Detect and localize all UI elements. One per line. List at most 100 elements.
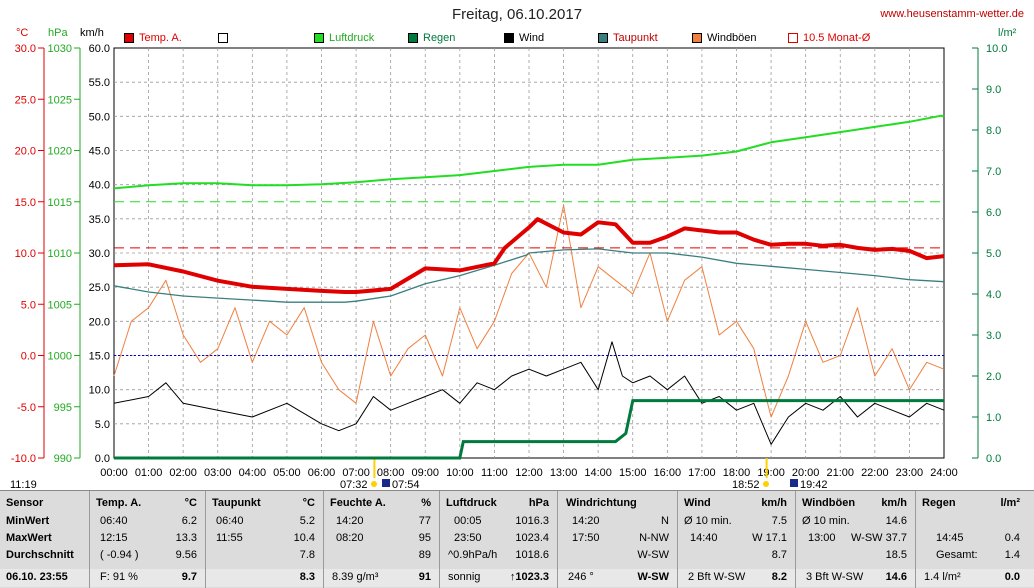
time-tick-label: 02:00 [169,467,197,479]
rain-tick-label: 9.0 [986,84,1001,96]
time-tick-label: 20:00 [792,467,820,479]
temp-unit: °C [16,27,29,39]
temp-humidity: F: 91 % [100,571,138,583]
site-link[interactable]: www.heusenstamm-wetter.de [880,8,1024,20]
pressure-tick-label: 990 [54,453,72,465]
pressure-tick-label: 1005 [48,299,72,311]
direction-max-value: N-NW [639,532,669,544]
temp-tick-label: 0.0 [21,351,36,363]
rain-total-value: 1.4 [1004,549,1020,561]
temp-tick-label: 20.0 [15,146,36,158]
wind-tick-label: 10.0 [89,385,110,397]
sun-icon [763,481,769,487]
wind-beaufort: 2 Bft W-SW [688,571,746,583]
row-avg-label: Durchschnitt [6,549,74,561]
dewpoint-min-value: 5.2 [299,515,315,527]
header-wind: Wind [684,497,711,509]
humidity-avg-value: 89 [418,549,431,561]
wind-tick-label: 60.0 [89,43,110,55]
header-temp-unit: °C [184,497,197,509]
sunrise-label: 07:32 [340,479,368,490]
left-time-label: 11:19 [10,479,37,490]
rain-current-value: 0.0 [1004,571,1020,583]
wind-avg-label: Ø 10 min. [684,515,732,527]
legend-temp: Temp. A. [124,31,182,45]
header-humidity: Feuchte A. [330,497,386,509]
gusts-avg-value: 18.5 [885,549,907,561]
pressure-min-value: 1016.3 [515,515,549,527]
pressure-tick-label: 1010 [48,248,72,260]
header-temp: Temp. A. [96,497,142,509]
time-tick-label: 21:00 [826,467,854,479]
temp-min-time: 06:40 [100,515,128,527]
col-wind-direction: Windrichtung 14:20 N 17:50 N-NW W-SW 246 °… [558,491,678,588]
dewpoint-avg-value: 7.8 [299,549,315,561]
wind-tick-label: 15.0 [89,351,110,363]
wind-tick-label: 55.0 [89,77,110,89]
temp-max-time: 12:15 [100,532,128,544]
legend-blank [218,31,233,45]
pressure-min-time: 00:05 [454,515,482,527]
temp-tick-label: 10.0 [15,248,36,260]
pressure-trend: ^0.9hPa/h [448,549,498,561]
current-row-bg [0,569,1034,587]
wind-avg-value: 8.7 [771,549,787,561]
legend-label: 10.5 Monat-Ø [803,32,871,44]
direction-degrees: 246 ° [568,571,594,583]
direction-max-time: 17:50 [572,532,600,544]
gusts-10min-value: 14.6 [885,515,907,527]
rain-max-time: 14:45 [936,532,964,544]
legend-label: Temp. A. [139,32,182,44]
temp-tick-label: -10.0 [11,453,36,465]
rain-tick-label: 8.0 [986,125,1001,137]
legend-wind: Wind [504,31,544,45]
time-tick-label: 15:00 [619,467,647,479]
temp-series-line [113,217,945,294]
time-tick-label: 22:00 [861,467,889,479]
time-tick-label: 03:00 [204,467,232,479]
time-tick-label: 00:00 [100,467,128,479]
wind-tick-label: 50.0 [89,111,110,123]
header-rain: Regen [922,497,956,509]
time-tick-label: 05:00 [273,467,301,479]
header-pressure-unit: hPa [528,497,549,509]
time-tick-label: 11:00 [481,467,508,479]
rain-total-label: Gesamt: [936,549,978,561]
wind-tick-label: 40.0 [89,180,110,192]
rain-unit: l/m² [998,27,1017,39]
gusts-max-value: W-SW 37.7 [850,532,907,544]
direction-min-value: N [661,515,669,527]
pressure-tick-label: 1000 [48,351,72,363]
header-sensor: Sensor [6,497,44,509]
legend-swatch [218,33,228,43]
col-temp: Temp. A. °C 06:40 6.2 12:15 13.3 ( -0.94 ) 9… [90,491,206,588]
temp-tick-label: 5.0 [21,299,36,311]
direction-current-value: W-SW [637,571,669,583]
time-tick-label: 01:00 [135,467,163,479]
legend-label: Taupunkt [613,32,658,44]
wind-current-value: 8.2 [771,571,787,583]
rain-tick-label: 10.0 [986,43,1007,55]
col-wind: Wind km/h Ø 10 min. 7.5 14:40 W 17.1 8.7 2 … [678,491,796,588]
time-tick-label: 14:00 [584,467,612,479]
wind-unit: km/h [80,27,104,39]
temp-tick-label: 30.0 [15,43,36,55]
wind-10min-value: 7.5 [771,515,787,527]
wind-tick-label: 35.0 [89,214,110,226]
pressure-tick-label: 1025 [48,94,72,106]
sun-icon [371,481,377,487]
legend-swatch [408,33,418,43]
time-tick-label: 19:00 [757,467,785,479]
row-min-label: MinWert [6,515,50,527]
header-wind-unit: km/h [761,497,787,509]
temp-avg-value: 9.56 [175,549,197,561]
legend-label: Regen [423,32,456,44]
gusts-current-value: 14.6 [885,571,907,583]
pressure-unit: hPa [48,27,68,39]
pressure-series-line [113,114,945,190]
time-tick-label: 23:00 [896,467,924,479]
header-humidity-unit: % [421,497,431,509]
sunset2-label: 19:42 [800,479,828,490]
header-wind-direction: Windrichtung [566,497,637,509]
humidity-max-time: 08:20 [336,532,364,544]
